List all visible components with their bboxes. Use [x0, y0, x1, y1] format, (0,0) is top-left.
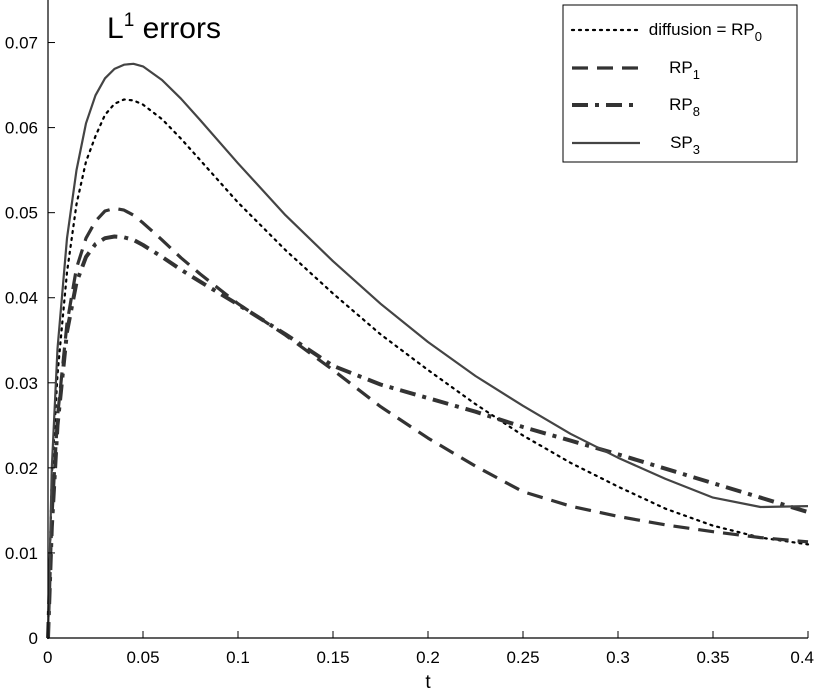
legend-label-4: SP3 [670, 133, 700, 157]
x-axis-label: t [425, 672, 431, 693]
x-tick-label: 0.25 [506, 648, 539, 667]
y-tick-label: 0.02 [5, 459, 38, 478]
legend-box [562, 4, 798, 163]
series-line-2 [46, 206, 809, 639]
y-tick-label: 0.03 [5, 374, 38, 393]
legend-items: diffusion = RP0 RP1 RP8 SP3 [570, 20, 762, 157]
legend-label-1: diffusion = RP0 [649, 20, 762, 44]
y-tick-label: 0.07 [5, 34, 38, 53]
x-tick-label: 0.35 [696, 648, 729, 667]
x-tick-label: 0.05 [126, 648, 159, 667]
x-tick-label: 0.2 [416, 648, 440, 667]
x-tick-label: 0 [43, 648, 52, 667]
x-tick-label: 0.4 [790, 648, 814, 667]
legend-label-3: RP8 [669, 95, 700, 119]
y-tick-label: 0 [29, 629, 38, 648]
series-line-1 [46, 98, 810, 640]
chart-title: L1 errors [107, 10, 221, 45]
y-tick-label: 0.01 [5, 544, 38, 563]
tick-layer: 0 0.05 0.1 0.15 0.2 0.25 0.3 0.35 0.4 0 0.01 0.02 0.… [5, 34, 814, 667]
chart-title-base: L [107, 12, 124, 45]
y-tick-label: 0.05 [5, 204, 38, 223]
legend-label-2: RP1 [669, 58, 700, 82]
x-tick-label: 0.1 [226, 648, 250, 667]
chart-title-rest: errors [134, 12, 221, 45]
y-tick-label: 0.04 [5, 289, 38, 308]
series-line-4 [46, 62, 809, 639]
series-layer [46, 62, 810, 640]
chart-title-superscript: 1 [124, 10, 135, 31]
y-tick-label: 0.06 [5, 119, 38, 138]
x-tick-label: 0.15 [316, 648, 349, 667]
legend: diffusion = RP0 RP1 RP8 SP3 [562, 4, 798, 163]
x-tick-label: 0.3 [606, 648, 630, 667]
